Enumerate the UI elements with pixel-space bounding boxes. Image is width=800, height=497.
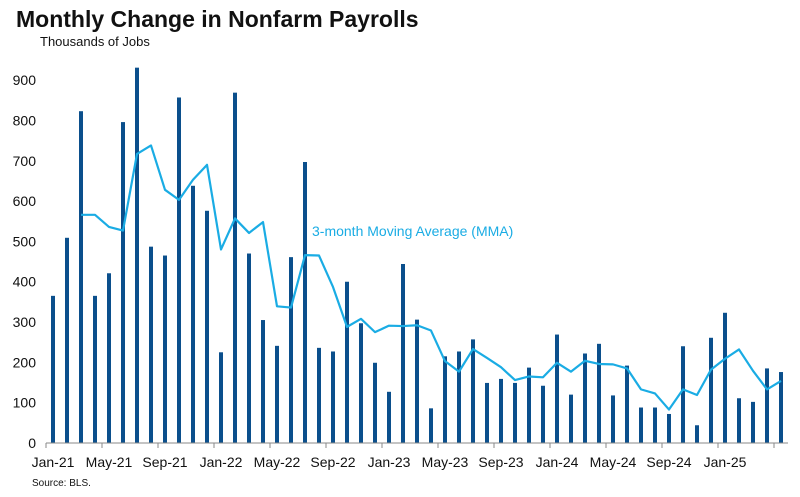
y-tick-label: 400 (13, 274, 37, 290)
payroll-bar (65, 237, 69, 443)
payroll-bar (639, 407, 643, 443)
x-tick-label: May-23 (422, 454, 469, 470)
x-tick-label: Jan-24 (536, 454, 579, 470)
y-tick-label: 900 (13, 72, 37, 88)
x-tick-label: Jan-21 (32, 454, 75, 470)
x-tick-label: May-24 (590, 454, 637, 470)
payroll-bar (723, 312, 727, 443)
payroll-bar (51, 295, 55, 443)
payroll-bar (247, 253, 251, 443)
payroll-bar (653, 407, 657, 443)
payroll-bar (303, 162, 307, 443)
payroll-bar (499, 378, 503, 443)
payroll-bar (415, 319, 419, 443)
payroll-bar (569, 394, 573, 443)
payroll-bar (443, 356, 447, 443)
payroll-bar (387, 391, 391, 443)
chart-subtitle: Thousands of Jobs (40, 34, 150, 49)
x-tick-label: Sep-23 (478, 454, 523, 470)
payroll-bar (485, 382, 489, 443)
payroll-bar (737, 398, 741, 443)
payroll-bar (163, 255, 167, 443)
payroll-bar (597, 343, 601, 443)
y-axis: 0 100 200 300 400 500 600 700 800 900 (13, 72, 37, 451)
payroll-bar (527, 367, 531, 443)
x-tick-label: Jan-25 (704, 454, 747, 470)
x-axis: Jan-21 May-21 Sep-21 Jan-22 May-22 Sep-22 Jan-… (32, 443, 775, 470)
payroll-bar (779, 372, 783, 443)
payroll-bar (191, 185, 195, 444)
payroll-bar (359, 323, 363, 443)
payroll-bar (667, 413, 671, 443)
x-tick-label: May-22 (254, 454, 301, 470)
payroll-bar (233, 92, 237, 443)
payroll-bar (345, 281, 349, 443)
y-tick-label: 700 (13, 153, 37, 169)
payroll-bar (373, 362, 377, 443)
payroll-bar (681, 346, 685, 443)
y-tick-label: 500 (13, 233, 37, 249)
payroll-bar (107, 273, 111, 443)
payroll-bar (261, 320, 265, 443)
y-tick-label: 200 (13, 354, 37, 370)
payroll-bar (317, 347, 321, 443)
payroll-bar (709, 337, 713, 443)
source-note: Source: BLS. (32, 478, 91, 489)
payroll-bar (765, 368, 769, 443)
payroll-bar (513, 382, 517, 443)
y-tick-label: 600 (13, 193, 37, 209)
bar-series (51, 67, 783, 444)
y-tick-label: 800 (13, 112, 37, 128)
payroll-bar (331, 351, 335, 443)
x-tick-label: Sep-21 (142, 454, 187, 470)
payroll-bar (275, 345, 279, 443)
payroll-bar (555, 334, 559, 443)
x-tick-label: Sep-22 (310, 454, 355, 470)
payroll-bar (457, 351, 461, 443)
payroll-bar (121, 122, 125, 443)
payroll-bar (611, 395, 615, 443)
payroll-bar (751, 401, 755, 443)
y-tick-label: 0 (28, 435, 36, 451)
chart-title: Monthly Change in Nonfarm Payrolls (16, 6, 419, 32)
payroll-bar (625, 365, 629, 443)
mma-annotation: 3-month Moving Average (MMA) (312, 223, 513, 239)
y-tick-label: 300 (13, 314, 37, 330)
payroll-bar (429, 408, 433, 443)
payroll-bar (541, 385, 545, 443)
y-tick-label: 100 (13, 395, 37, 411)
payroll-bar (401, 264, 405, 443)
x-tick-label: Sep-24 (646, 454, 691, 470)
payroll-bar (219, 352, 223, 443)
x-tick-label: Jan-23 (368, 454, 411, 470)
payroll-bar (695, 425, 699, 443)
payroll-bar (79, 111, 83, 443)
payroll-bar (205, 210, 209, 443)
payroll-bar (471, 339, 475, 443)
payroll-bar (135, 67, 139, 443)
mma-line (81, 144, 782, 411)
payroll-bar (177, 97, 181, 444)
payroll-bar (289, 257, 293, 443)
payroll-bar (583, 353, 587, 443)
x-tick-label: May-21 (86, 454, 133, 470)
payroll-bar (93, 295, 97, 443)
x-tick-label: Jan-22 (200, 454, 243, 470)
payroll-bar (149, 246, 153, 443)
